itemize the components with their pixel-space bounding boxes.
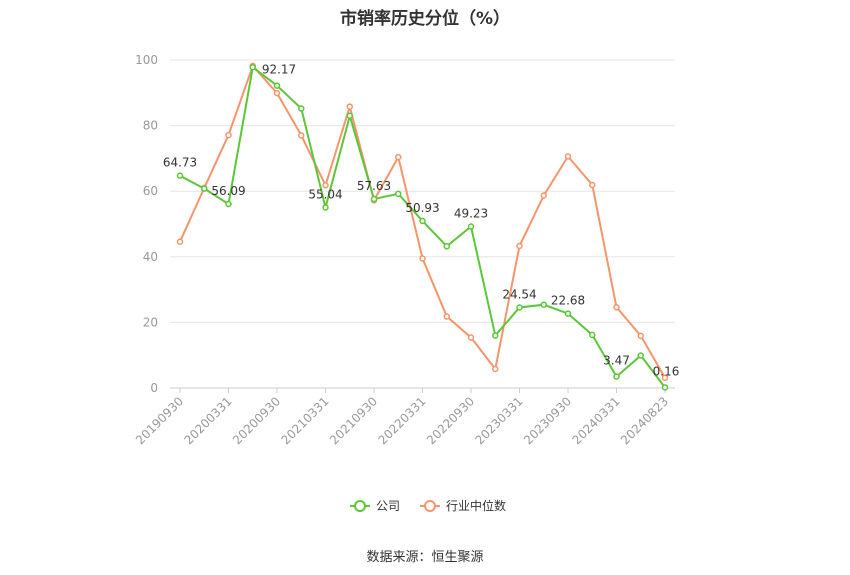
- data-point[interactable]: [419, 217, 426, 225]
- x-tick-label: 20240823: [618, 394, 671, 447]
- data-point[interactable]: [613, 373, 620, 380]
- data-label: 55.04: [308, 187, 342, 201]
- data-point[interactable]: [467, 223, 475, 230]
- data-point[interactable]: [540, 301, 547, 308]
- data-point[interactable]: [298, 132, 305, 139]
- data-point[interactable]: [322, 182, 329, 189]
- x-tick-label: 20190930: [133, 394, 186, 447]
- data-label: 49.23: [454, 207, 488, 221]
- data-label: 64.73: [163, 156, 197, 170]
- y-tick-label: 0: [150, 381, 158, 395]
- data-point[interactable]: [443, 243, 450, 250]
- data-point[interactable]: [492, 332, 499, 339]
- legend-item-industry[interactable]: 行业中位数: [420, 498, 506, 513]
- chart-title: 市销率历史分位（%）: [339, 9, 511, 29]
- y-tick-label: 60: [143, 184, 158, 198]
- data-point[interactable]: [201, 185, 208, 192]
- data-source: 数据来源：恒生聚源: [366, 550, 484, 565]
- data-point[interactable]: [637, 352, 644, 359]
- x-tick-label: 20200331: [182, 394, 235, 447]
- x-tick-label: 20230930: [521, 394, 574, 447]
- data-point[interactable]: [540, 192, 547, 199]
- legend-item-company[interactable]: 公司: [350, 499, 400, 513]
- x-tick-label: 20210930: [327, 394, 380, 447]
- data-label: 0.16: [653, 364, 680, 378]
- legend-label: 行业中位数: [446, 498, 506, 513]
- data-point[interactable]: [346, 103, 353, 110]
- x-tick-label: 20200930: [230, 394, 283, 447]
- data-point[interactable]: [492, 365, 499, 373]
- data-point[interactable]: [661, 384, 669, 391]
- data-label: 22.68: [551, 294, 585, 308]
- axes: 0204060801002019093020200331202009302021…: [133, 53, 675, 447]
- y-tick-label: 100: [135, 53, 158, 67]
- data-label: 50.93: [405, 201, 439, 215]
- data-point[interactable]: [273, 82, 281, 89]
- legend-swatch-marker: [354, 500, 366, 512]
- x-tick-label: 20210331: [279, 394, 332, 447]
- data-label: 92.17: [262, 63, 296, 77]
- data-point[interactable]: [225, 131, 232, 139]
- data-point[interactable]: [322, 204, 329, 211]
- data-label: 3.47: [603, 354, 630, 368]
- data-point[interactable]: [176, 238, 184, 245]
- data-labels: 64.73 56.09 92.17 55.04 57.63 50.93 49.23 24.54…: [163, 63, 680, 379]
- y-tick-label: 80: [143, 119, 158, 133]
- data-point[interactable]: [249, 63, 256, 71]
- y-tick-label: 40: [143, 250, 158, 264]
- data-label: 56.09: [211, 184, 245, 198]
- legend[interactable]: 公司 行业中位数: [350, 498, 506, 513]
- data-point[interactable]: [467, 334, 475, 341]
- data-point[interactable]: [370, 195, 378, 203]
- data-point[interactable]: [225, 200, 232, 208]
- series-line-company: [179, 65, 666, 389]
- data-point[interactable]: [589, 181, 596, 189]
- data-label: 24.54: [502, 288, 536, 302]
- data-point[interactable]: [273, 89, 281, 97]
- data-label: 57.63: [357, 179, 391, 193]
- series-layer: [176, 62, 669, 391]
- data-point[interactable]: [298, 105, 305, 112]
- data-point[interactable]: [516, 304, 523, 311]
- data-point[interactable]: [661, 374, 669, 382]
- data-point[interactable]: [589, 331, 596, 339]
- data-point[interactable]: [516, 242, 523, 250]
- x-tick-label: 20220331: [376, 394, 429, 447]
- x-tick-label: 20230331: [473, 394, 526, 447]
- data-point[interactable]: [395, 190, 402, 198]
- data-point[interactable]: [443, 313, 450, 320]
- legend-swatch-marker: [424, 500, 436, 512]
- data-point[interactable]: [613, 304, 620, 311]
- data-point[interactable]: [564, 153, 572, 160]
- x-tick-label: 20220930: [424, 394, 477, 447]
- data-point[interactable]: [395, 153, 402, 161]
- data-point[interactable]: [564, 310, 572, 317]
- data-point[interactable]: [176, 172, 184, 179]
- y-tick-label: 20: [143, 315, 158, 329]
- x-tick-label: 20240331: [570, 394, 623, 447]
- data-point[interactable]: [419, 255, 426, 262]
- data-point[interactable]: [346, 112, 353, 120]
- data-point[interactable]: [637, 332, 644, 340]
- legend-label: 公司: [376, 499, 400, 513]
